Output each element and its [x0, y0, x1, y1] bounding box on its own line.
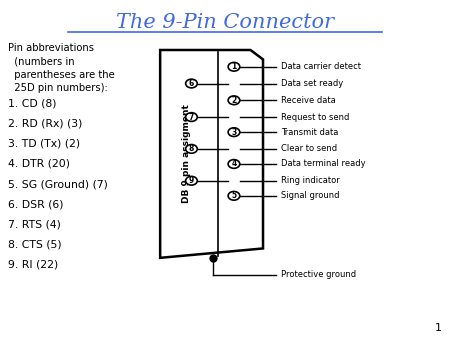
Circle shape: [228, 96, 240, 105]
Text: 2. RD (Rx) (3): 2. RD (Rx) (3): [8, 119, 82, 129]
Text: Pin abbreviations
  (numbers in
  parentheses are the
  25D pin numbers):: Pin abbreviations (numbers in parenthese…: [8, 43, 115, 93]
Text: Receive data: Receive data: [281, 96, 336, 105]
Text: 3. TD (Tx) (2): 3. TD (Tx) (2): [8, 139, 80, 149]
Text: 7. RTS (4): 7. RTS (4): [8, 219, 61, 229]
Text: 8. CTS (5): 8. CTS (5): [8, 239, 62, 249]
Text: 6: 6: [189, 79, 194, 88]
Circle shape: [186, 145, 197, 153]
Text: 6. DSR (6): 6. DSR (6): [8, 199, 63, 209]
Circle shape: [186, 113, 197, 121]
Text: 1. CD (8): 1. CD (8): [8, 99, 57, 108]
Text: Clear to send: Clear to send: [281, 144, 337, 153]
Text: 2: 2: [231, 96, 237, 105]
Text: Transmit data: Transmit data: [281, 128, 338, 137]
Text: 5: 5: [231, 191, 237, 200]
Circle shape: [186, 176, 197, 185]
Circle shape: [228, 191, 240, 200]
Text: Data set ready: Data set ready: [281, 79, 343, 88]
Text: 1: 1: [231, 62, 237, 71]
Text: Data terminal ready: Data terminal ready: [281, 160, 365, 168]
Text: The 9-Pin Connector: The 9-Pin Connector: [116, 13, 334, 32]
Text: 8: 8: [189, 144, 194, 153]
Text: 4: 4: [231, 160, 237, 168]
Circle shape: [228, 63, 240, 71]
Text: 4. DTR (20): 4. DTR (20): [8, 159, 70, 169]
Text: DB 9 pin assigment: DB 9 pin assigment: [183, 104, 192, 203]
Text: Protective ground: Protective ground: [281, 270, 356, 279]
Circle shape: [228, 160, 240, 168]
Text: 7: 7: [189, 113, 194, 122]
Text: 9. RI (22): 9. RI (22): [8, 260, 58, 269]
Text: 1: 1: [435, 323, 442, 333]
Text: 3: 3: [231, 128, 237, 137]
Text: Request to send: Request to send: [281, 113, 349, 122]
Text: Ring indicator: Ring indicator: [281, 176, 340, 185]
Text: Data carrier detect: Data carrier detect: [281, 62, 361, 71]
Text: Signal ground: Signal ground: [281, 191, 339, 200]
Circle shape: [186, 79, 197, 88]
Circle shape: [228, 128, 240, 137]
Text: 5. SG (Ground) (7): 5. SG (Ground) (7): [8, 179, 108, 189]
Text: 9: 9: [189, 176, 194, 185]
